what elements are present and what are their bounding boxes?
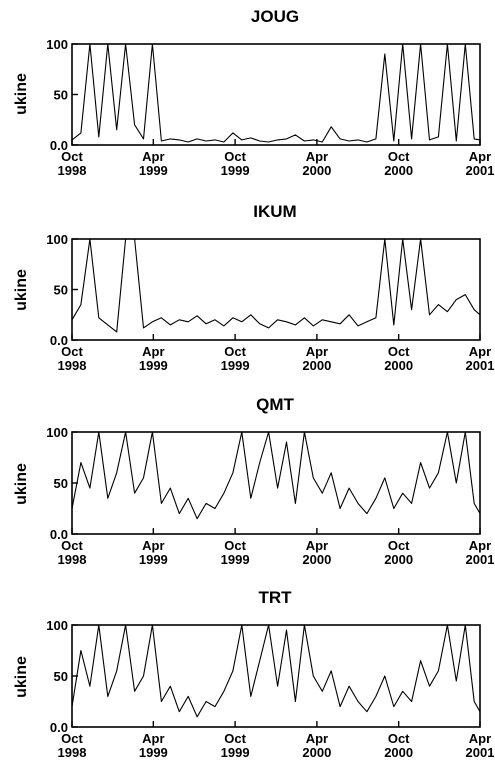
x-tick-year: 2000 bbox=[302, 358, 331, 373]
y-tick-label: 50 bbox=[54, 283, 68, 298]
x-tick-month: Apr bbox=[306, 344, 328, 359]
y-tick-label: 0.0 bbox=[50, 720, 68, 735]
x-tick-year: 1998 bbox=[58, 358, 87, 373]
x-tick-year: 2000 bbox=[302, 745, 331, 760]
y-tick-label: 100 bbox=[46, 37, 68, 52]
x-tick-month: Oct bbox=[224, 731, 246, 746]
series-line bbox=[71, 43, 481, 143]
y-axis-label: ukine bbox=[13, 656, 30, 698]
x-tick-month: Oct bbox=[224, 149, 246, 164]
x-tick-year: 2001 bbox=[466, 552, 495, 567]
y-tick-label: 50 bbox=[54, 88, 68, 103]
x-tick-month: Oct bbox=[224, 538, 246, 553]
x-tick-year: 1999 bbox=[139, 163, 168, 178]
x-tick-month: Oct bbox=[61, 344, 83, 359]
x-tick-month: Apr bbox=[142, 731, 164, 746]
x-tick-year: 2000 bbox=[302, 552, 331, 567]
x-tick-month: Apr bbox=[142, 149, 164, 164]
y-tick-label: 100 bbox=[46, 425, 68, 440]
chart-title: TRT bbox=[258, 588, 292, 607]
x-tick-year: 2000 bbox=[302, 163, 331, 178]
x-tick-month: Oct bbox=[61, 731, 83, 746]
chart-title: IKUM bbox=[253, 202, 296, 221]
x-tick-year: 1999 bbox=[221, 745, 250, 760]
x-tick-month: Apr bbox=[306, 149, 328, 164]
x-tick-year: 1999 bbox=[221, 163, 250, 178]
y-tick-label: 100 bbox=[46, 232, 68, 247]
x-tick-month: Oct bbox=[388, 149, 410, 164]
series-line bbox=[71, 238, 481, 333]
y-axis-label: ukine bbox=[13, 73, 30, 115]
x-tick-month: Oct bbox=[388, 344, 410, 359]
x-tick-year: 1998 bbox=[58, 163, 87, 178]
chart-title: JOUG bbox=[251, 7, 299, 26]
y-tick-label: 50 bbox=[54, 476, 68, 491]
x-tick-month: Apr bbox=[469, 538, 491, 553]
x-tick-year: 2000 bbox=[384, 745, 413, 760]
x-tick-month: Apr bbox=[469, 731, 491, 746]
x-tick-month: Apr bbox=[142, 538, 164, 553]
y-tick-label: 0.0 bbox=[50, 527, 68, 542]
x-tick-month: Oct bbox=[224, 344, 246, 359]
x-tick-year: 2000 bbox=[384, 358, 413, 373]
x-tick-month: Apr bbox=[469, 149, 491, 164]
x-tick-month: Oct bbox=[61, 538, 83, 553]
x-tick-year: 2001 bbox=[466, 745, 495, 760]
x-tick-month: Oct bbox=[388, 538, 410, 553]
series-line bbox=[71, 624, 481, 718]
x-tick-year: 1999 bbox=[221, 552, 250, 567]
x-tick-month: Apr bbox=[306, 538, 328, 553]
x-tick-year: 2000 bbox=[384, 163, 413, 178]
x-tick-month: Oct bbox=[388, 731, 410, 746]
chart-title: QMT bbox=[256, 395, 294, 414]
x-tick-year: 1998 bbox=[58, 745, 87, 760]
x-tick-month: Oct bbox=[61, 149, 83, 164]
y-axis-label: ukine bbox=[13, 269, 30, 311]
x-tick-year: 2001 bbox=[466, 358, 495, 373]
x-tick-year: 2001 bbox=[466, 163, 495, 178]
y-axis-label: ukine bbox=[13, 463, 30, 505]
x-tick-year: 1999 bbox=[139, 745, 168, 760]
y-tick-label: 100 bbox=[46, 618, 68, 633]
x-tick-year: 1999 bbox=[139, 552, 168, 567]
x-tick-month: Apr bbox=[306, 731, 328, 746]
x-tick-month: Apr bbox=[469, 344, 491, 359]
y-tick-label: 0.0 bbox=[50, 138, 68, 153]
y-tick-label: 50 bbox=[54, 669, 68, 684]
x-tick-year: 1999 bbox=[221, 358, 250, 373]
x-tick-month: Apr bbox=[142, 344, 164, 359]
y-tick-label: 0.0 bbox=[50, 333, 68, 348]
x-tick-year: 2000 bbox=[384, 552, 413, 567]
x-tick-year: 1999 bbox=[139, 358, 168, 373]
x-tick-year: 1998 bbox=[58, 552, 87, 567]
series-line bbox=[71, 431, 481, 520]
